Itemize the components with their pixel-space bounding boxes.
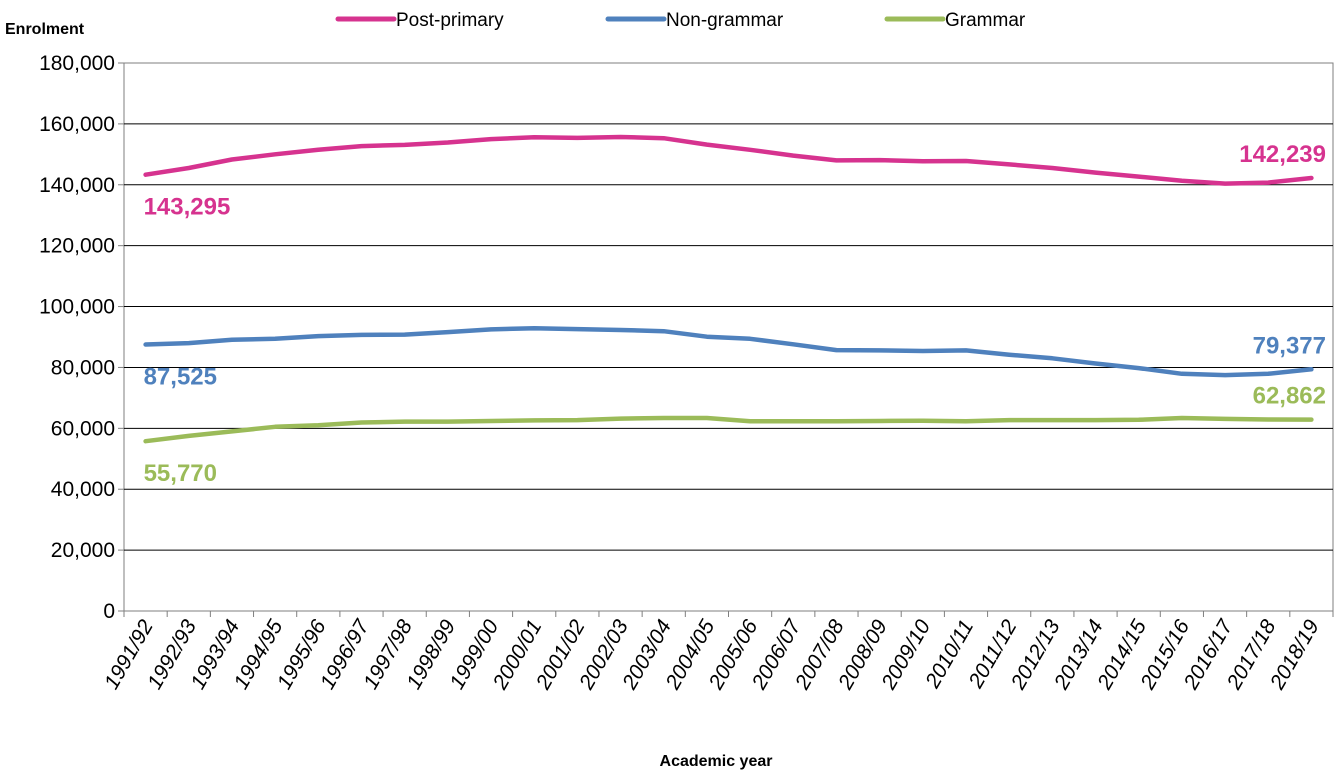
y-tick-label: 0 [103,600,115,623]
x-axis-title: Academic year [660,753,773,770]
y-tick-label: 60,000 [51,417,115,440]
data-label-start: 87,525 [144,364,217,391]
data-label-start: 55,770 [144,460,217,487]
legend: Post-primary Non-grammar Grammar [335,10,1026,31]
series-line [143,415,1314,444]
y-axis-ticks: 0 20,000 40,000 60,000 80,000 100,000 120,000 1… [39,52,115,623]
data-labels: 143,295 142,239 87,525 79,377 55,770 62,862 [144,141,1326,487]
y-tick-label: 20,000 [51,539,115,562]
data-label-end: 142,239 [1239,141,1326,168]
gridlines [118,62,1334,617]
legend-label: Non-grammar [666,10,784,31]
y-tick-label: 180,000 [39,52,115,75]
data-label-end: 62,862 [1253,383,1326,410]
y-axis-title: Enrolment [5,21,85,38]
x-axis-ticks: 1991/921992/931993/941994/951995/961996/… [100,615,1324,694]
y-tick-label: 140,000 [39,174,115,197]
y-tick-label: 40,000 [51,478,115,501]
y-tick-label: 100,000 [39,296,115,319]
series-lines [143,134,1314,444]
y-tick-label: 80,000 [51,356,115,379]
legend-label: Grammar [945,10,1026,31]
y-tick-label: 120,000 [39,235,115,258]
data-label-start: 143,295 [144,194,231,221]
y-tick-label: 160,000 [39,113,115,136]
data-label-end: 79,377 [1253,332,1326,359]
legend-label: Post-primary [396,10,504,31]
series-line [143,134,1314,186]
series-line [143,325,1314,378]
